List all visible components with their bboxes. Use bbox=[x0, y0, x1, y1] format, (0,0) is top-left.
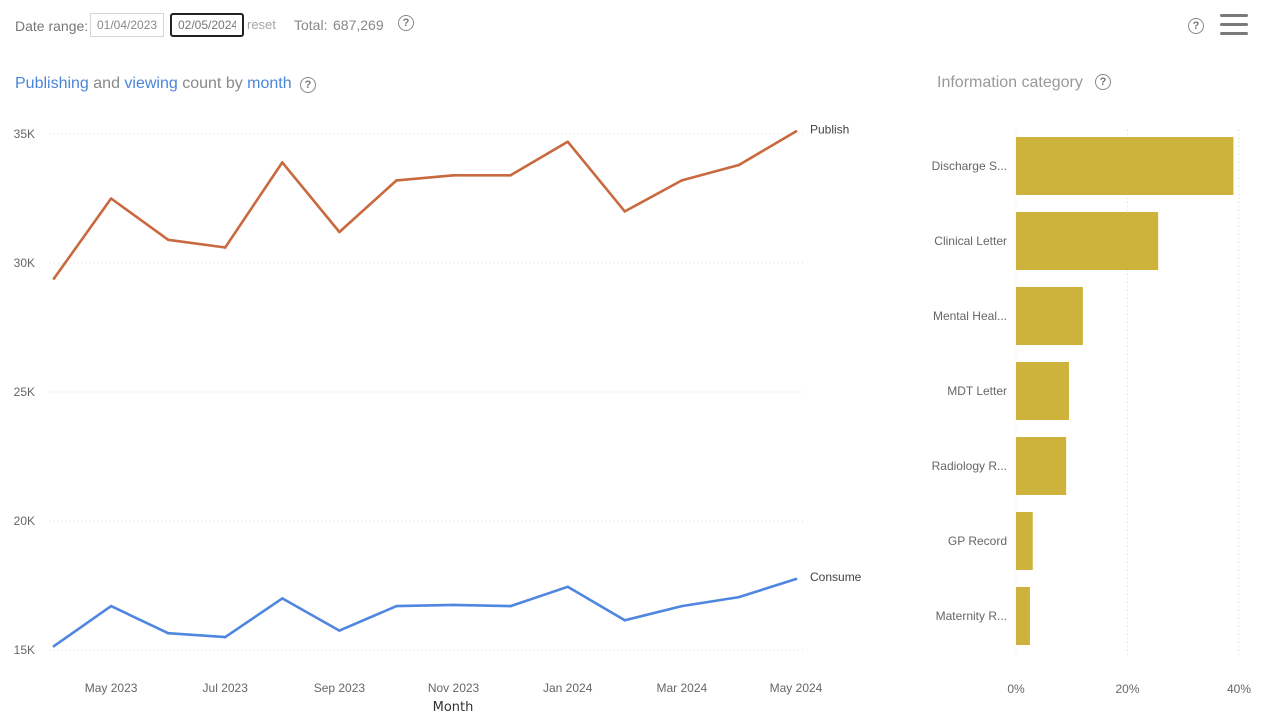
data-point-consume bbox=[680, 604, 684, 608]
x-tick-label: Nov 2023 bbox=[428, 681, 480, 695]
data-point-consume bbox=[338, 629, 341, 632]
y-tick-label: 25K bbox=[14, 385, 35, 399]
data-point-consume bbox=[737, 595, 741, 599]
data-point-publish bbox=[452, 173, 455, 177]
data-point-consume bbox=[52, 644, 56, 648]
title-month: month bbox=[247, 75, 292, 92]
y-tick-label: 30K bbox=[14, 256, 35, 270]
y-tick-label: 20K bbox=[14, 514, 35, 528]
bar bbox=[1016, 137, 1234, 195]
title-count-by: count by bbox=[177, 75, 248, 92]
data-point-publish bbox=[166, 238, 170, 242]
total-value: 687,269 bbox=[333, 17, 384, 33]
data-point-publish bbox=[338, 230, 341, 234]
data-point-consume bbox=[452, 603, 455, 607]
bar bbox=[1016, 437, 1067, 495]
x-tick-label: Sep 2023 bbox=[314, 681, 366, 695]
data-point-consume bbox=[566, 585, 569, 589]
title-viewing: viewing bbox=[124, 75, 178, 92]
x-tick-label: Jan 2024 bbox=[543, 681, 593, 695]
data-point-publish bbox=[737, 163, 741, 167]
data-point-publish bbox=[52, 277, 56, 280]
x-tick-label: 20% bbox=[1115, 682, 1139, 696]
data-point-publish bbox=[509, 173, 512, 177]
y-tick-label: 15K bbox=[14, 643, 35, 657]
category-label: Maternity R... bbox=[936, 609, 1007, 623]
category-label: Radiology R... bbox=[932, 459, 1007, 473]
data-point-publish bbox=[794, 130, 798, 133]
data-point-consume bbox=[166, 631, 170, 635]
data-point-publish bbox=[623, 210, 627, 213]
x-axis-title: Month bbox=[433, 700, 474, 715]
data-point-publish bbox=[680, 179, 684, 182]
series-line-consume bbox=[52, 577, 798, 648]
reset-button[interactable]: reset bbox=[247, 17, 276, 32]
x-tick-label: 40% bbox=[1227, 682, 1251, 696]
line-chart-title: Publishing and viewing count by month bbox=[15, 75, 292, 93]
help-icon[interactable]: ? bbox=[398, 15, 414, 31]
x-tick-label: Jul 2023 bbox=[203, 681, 249, 695]
data-point-publish bbox=[395, 179, 398, 182]
category-label: GP Record bbox=[948, 534, 1007, 548]
data-point-publish bbox=[223, 246, 227, 249]
bar bbox=[1016, 212, 1159, 270]
bar-chart-title: Information category bbox=[937, 74, 1083, 91]
data-point-consume bbox=[623, 619, 627, 622]
category-label: Clinical Letter bbox=[934, 234, 1007, 248]
data-point-publish bbox=[566, 140, 569, 144]
series-line-publish bbox=[52, 130, 798, 280]
category-label: Mental Heal... bbox=[933, 309, 1007, 323]
x-tick-label: May 2024 bbox=[770, 681, 823, 695]
category-label: Discharge S... bbox=[932, 159, 1007, 173]
data-point-consume bbox=[395, 604, 398, 608]
x-tick-label: May 2023 bbox=[85, 681, 138, 695]
bar bbox=[1016, 587, 1030, 645]
category-label: MDT Letter bbox=[947, 384, 1007, 398]
hamburger-menu-icon[interactable] bbox=[1220, 14, 1248, 38]
title-publishing: Publishing bbox=[15, 75, 89, 92]
top-toolbar: Date range: reset Total: 687,269 ? ? bbox=[0, 0, 1280, 50]
line-chart-help-icon[interactable]: ? bbox=[300, 77, 316, 93]
line-chart: 15K 20K 25K 30K 35K May 2023 Jul 2023 Sep 2023 N… bbox=[14, 122, 862, 715]
data-point-publish bbox=[281, 161, 284, 164]
page-help-icon[interactable]: ? bbox=[1188, 18, 1204, 34]
data-point-consume bbox=[109, 604, 113, 608]
title-and: and bbox=[88, 75, 125, 92]
x-tick-label: 0% bbox=[1007, 682, 1025, 696]
bar bbox=[1016, 287, 1083, 345]
x-tick-label: Mar 2024 bbox=[656, 681, 707, 695]
bar bbox=[1016, 512, 1033, 570]
total-label: Total: bbox=[294, 17, 328, 33]
series-label-publish: Publish bbox=[810, 122, 849, 136]
start-date-input[interactable] bbox=[90, 13, 164, 37]
bar-chart-help-icon[interactable]: ? bbox=[1095, 74, 1111, 90]
data-point-consume bbox=[509, 604, 512, 608]
y-tick-label: 35K bbox=[14, 127, 35, 141]
bar bbox=[1016, 362, 1069, 420]
end-date-input[interactable] bbox=[170, 13, 244, 37]
data-point-consume bbox=[794, 577, 798, 581]
data-point-consume bbox=[281, 597, 284, 600]
date-range-label: Date range: bbox=[15, 18, 89, 34]
data-point-publish bbox=[109, 197, 113, 200]
series-label-consume: Consume bbox=[810, 570, 862, 584]
data-point-consume bbox=[223, 635, 227, 639]
